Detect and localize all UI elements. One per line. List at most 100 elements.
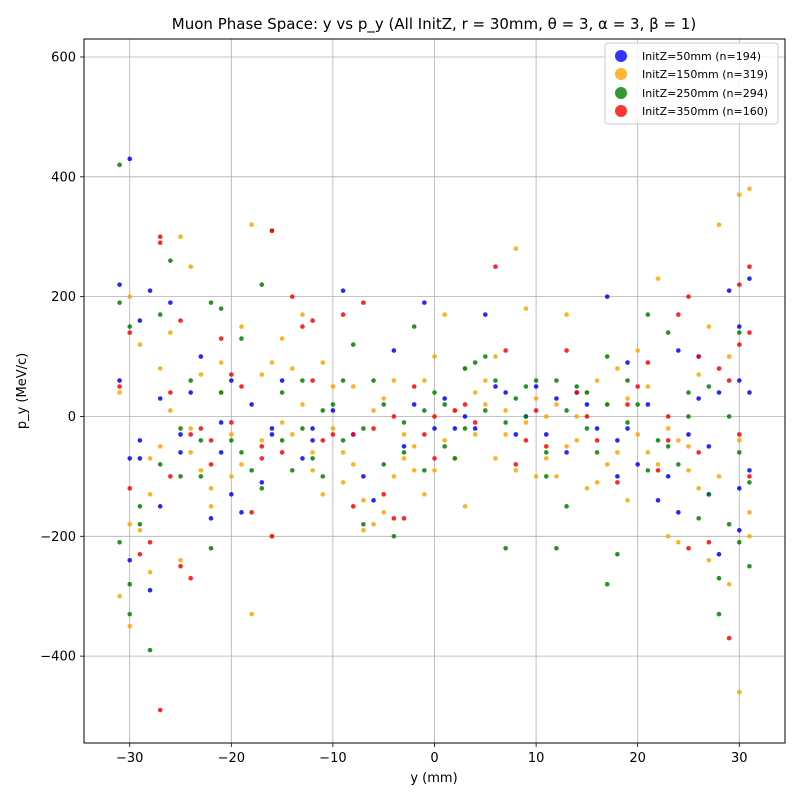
data-point-initz-150	[585, 486, 590, 491]
y-axis-label: p_y (MeV/c)	[15, 353, 30, 429]
data-point-initz-150	[178, 234, 183, 239]
data-point-initz-250	[646, 312, 651, 317]
data-point-initz-250	[585, 390, 590, 395]
data-point-initz-150	[229, 432, 234, 437]
data-point-initz-250	[432, 390, 437, 395]
data-point-initz-150	[747, 534, 752, 539]
legend-label-initz-350: InitZ=350mm (n=160)	[642, 105, 768, 118]
data-point-initz-350	[656, 468, 661, 473]
data-point-initz-150	[696, 486, 701, 491]
data-point-initz-150	[209, 486, 214, 491]
data-point-initz-350	[737, 282, 742, 287]
data-point-initz-50	[199, 354, 204, 359]
data-point-initz-250	[605, 582, 610, 587]
y-tick-label: 400	[51, 170, 76, 185]
data-point-initz-150	[707, 324, 712, 329]
data-point-initz-50	[178, 432, 183, 437]
data-point-initz-250	[209, 546, 214, 551]
data-point-initz-150	[595, 378, 600, 383]
data-point-initz-50	[544, 432, 549, 437]
data-point-initz-250	[585, 426, 590, 431]
data-point-initz-150	[381, 510, 386, 515]
data-point-initz-250	[625, 378, 630, 383]
data-point-initz-150	[625, 498, 630, 503]
x-tick-label: 30	[731, 751, 748, 766]
data-point-initz-250	[544, 474, 549, 479]
data-point-initz-50	[453, 426, 458, 431]
data-point-initz-150	[564, 312, 569, 317]
data-point-initz-350	[585, 414, 590, 419]
data-point-initz-50	[168, 300, 173, 305]
data-point-initz-50	[219, 450, 224, 455]
data-point-initz-150	[747, 186, 752, 191]
data-point-initz-250	[138, 504, 143, 509]
data-point-initz-50	[188, 390, 193, 395]
data-point-initz-250	[127, 612, 132, 617]
data-point-initz-150	[432, 468, 437, 473]
data-point-initz-150	[737, 192, 742, 197]
data-point-initz-50	[371, 498, 376, 503]
data-point-initz-250	[351, 342, 356, 347]
data-point-initz-250	[595, 450, 600, 455]
data-point-initz-150	[402, 432, 407, 437]
data-point-initz-150	[544, 456, 549, 461]
data-point-initz-250	[554, 546, 559, 551]
data-point-initz-50	[300, 456, 305, 461]
data-point-initz-150	[138, 528, 143, 533]
data-point-initz-350	[513, 462, 518, 467]
data-point-initz-150	[564, 444, 569, 449]
data-point-initz-150	[331, 384, 336, 389]
data-point-initz-150	[676, 438, 681, 443]
data-point-initz-150	[239, 462, 244, 467]
data-point-initz-150	[473, 390, 478, 395]
data-point-initz-350	[392, 414, 397, 419]
x-tick-label: −20	[218, 751, 245, 766]
data-point-initz-50	[249, 402, 254, 407]
data-point-initz-350	[574, 390, 579, 395]
data-point-initz-150	[229, 474, 234, 479]
data-point-initz-250	[707, 384, 712, 389]
data-point-initz-150	[625, 396, 630, 401]
data-point-initz-150	[148, 492, 153, 497]
data-point-initz-250	[290, 468, 295, 473]
data-point-initz-350	[148, 540, 153, 545]
x-tick-label: 0	[430, 751, 438, 766]
data-point-initz-50	[646, 402, 651, 407]
data-point-initz-350	[503, 348, 508, 353]
data-point-initz-350	[717, 366, 722, 371]
data-point-initz-350	[158, 234, 163, 239]
data-point-initz-50	[615, 438, 620, 443]
data-point-initz-250	[483, 408, 488, 413]
data-point-initz-350	[686, 546, 691, 551]
data-point-initz-150	[412, 468, 417, 473]
data-point-initz-150	[615, 366, 620, 371]
data-point-initz-250	[666, 330, 671, 335]
data-point-initz-250	[493, 378, 498, 383]
x-tick-label: 10	[528, 751, 545, 766]
data-point-initz-150	[503, 408, 508, 413]
data-point-initz-150	[392, 474, 397, 479]
data-point-initz-350	[463, 402, 468, 407]
data-point-initz-350	[310, 318, 315, 323]
data-point-initz-150	[178, 558, 183, 563]
data-point-initz-350	[544, 444, 549, 449]
data-point-initz-250	[605, 354, 610, 359]
data-point-initz-150	[239, 324, 244, 329]
data-point-initz-350	[432, 414, 437, 419]
data-point-initz-50	[117, 378, 122, 383]
data-point-initz-250	[300, 426, 305, 431]
data-point-initz-250	[442, 402, 447, 407]
data-point-initz-150	[422, 492, 427, 497]
data-point-initz-350	[615, 480, 620, 485]
data-point-initz-150	[534, 396, 539, 401]
data-point-initz-150	[727, 354, 732, 359]
data-point-initz-250	[483, 354, 488, 359]
data-point-initz-50	[696, 396, 701, 401]
data-point-initz-50	[656, 498, 661, 503]
data-point-initz-150	[422, 378, 427, 383]
data-point-initz-350	[737, 342, 742, 347]
data-point-initz-250	[127, 582, 132, 587]
data-point-initz-150	[249, 222, 254, 227]
data-point-initz-350	[625, 402, 630, 407]
data-point-initz-250	[463, 366, 468, 371]
